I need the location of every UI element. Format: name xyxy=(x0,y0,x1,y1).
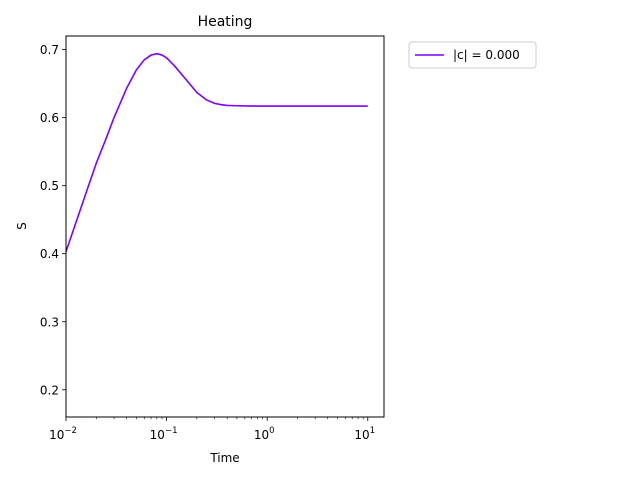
x-tick-label-2: 100 xyxy=(254,426,275,442)
chart-title: Heating xyxy=(198,14,253,30)
series-layer xyxy=(65,52,368,252)
y-tick-label-4: 0.6 xyxy=(40,111,59,125)
y-tick-label-1: 0.3 xyxy=(40,315,59,329)
series-line-0 xyxy=(65,52,368,252)
x-axis-label: Time xyxy=(209,451,239,465)
legend-frame xyxy=(408,41,537,69)
y-axis-label: S xyxy=(15,222,29,230)
x-tick-label-1: 10−1 xyxy=(150,426,178,442)
legend-label: |c| = 0.000 xyxy=(453,48,520,62)
y-tick-label-0: 0.2 xyxy=(40,383,59,397)
y-tick-label-2: 0.4 xyxy=(40,247,59,261)
y-axis: 0.2 0.3 0.4 0.5 0.6 0.7 xyxy=(40,43,66,397)
x-tick-label-3: 101 xyxy=(354,426,375,442)
y-tick-label-3: 0.5 xyxy=(40,179,59,193)
x-axis: 10−2 10−1 100 101 xyxy=(49,417,375,442)
legend: |c| = 0.000 xyxy=(408,41,537,69)
y-tick-label-5: 0.7 xyxy=(40,43,59,57)
x-tick-label-0: 10−2 xyxy=(49,426,77,442)
plot-frame xyxy=(65,35,385,418)
